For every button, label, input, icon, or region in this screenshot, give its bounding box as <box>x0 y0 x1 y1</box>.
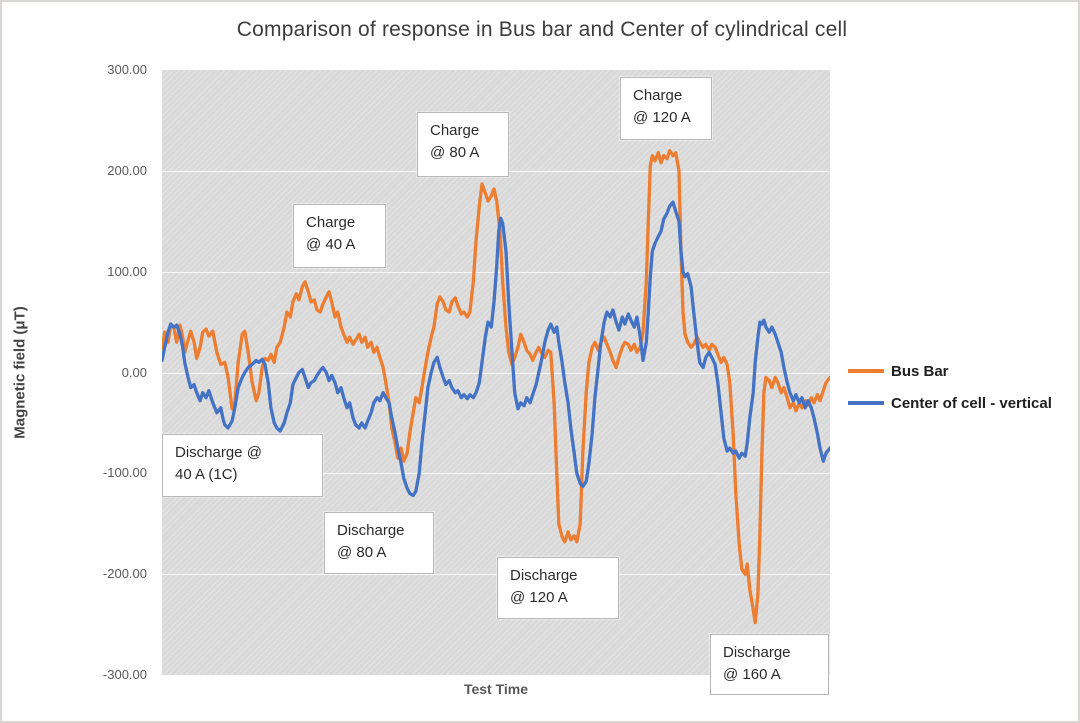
gridline <box>162 372 830 374</box>
y-tick-label: 100.00 <box>107 263 147 279</box>
annotation-text-line: 40 A (1C) <box>175 465 238 483</box>
annotation-text-line: Discharge @ <box>175 444 262 461</box>
y-tick-label: 300.00 <box>107 62 147 77</box>
annotation-charge-40a: Charge @ 40 A <box>293 204 386 268</box>
y-tick-label: -100.00 <box>102 465 147 481</box>
annotation-charge-80a: Charge @ 80 A <box>417 112 509 177</box>
annotation-text-line: Discharge <box>510 567 578 584</box>
legend-item: Center of cell - vertical <box>848 390 1052 416</box>
annotation-text-line: Charge <box>306 214 356 231</box>
y-axis-title: Magnetic field (μT) <box>11 306 29 439</box>
annotation-text-line: @ 120 A <box>633 108 691 126</box>
y-tick-label: -200.00 <box>102 566 147 582</box>
legend-line-swatch <box>848 401 884 405</box>
legend: Bus Bar Center of cell - vertical <box>848 358 1052 422</box>
annotation-text-line: Discharge <box>337 522 405 539</box>
legend-line-swatch <box>848 369 884 373</box>
y-tick-label: -300.00 <box>102 667 147 682</box>
annotation-text-line: @ 40 A <box>306 235 356 253</box>
annotation-text-line: Charge <box>430 122 480 139</box>
annotation-discharge-160a: Discharge @ 160 A <box>710 634 829 695</box>
annotation-discharge-120a: Discharge @ 120 A <box>497 557 619 619</box>
gridline <box>162 473 830 475</box>
annotation-text-line: @ 80 A <box>430 143 480 161</box>
y-tick-label: 0.00 <box>121 364 147 380</box>
y-tick-label: 200.00 <box>107 162 147 178</box>
legend-label: Center of cell - vertical <box>891 394 1052 412</box>
legend-label: Bus Bar <box>891 362 949 380</box>
chart-title: Comparison of response in Bus bar and Ce… <box>236 18 848 41</box>
annotation-text-line: Discharge <box>723 644 791 661</box>
bus-bar-line <box>162 149 830 625</box>
annotation-text-line: @ 160 A <box>723 665 781 683</box>
x-axis-title: Test Time <box>463 681 529 697</box>
gridline <box>162 574 830 576</box>
center-of-cell-vertical-line <box>162 200 830 498</box>
annotation-discharge-40a: Discharge @ 40 A (1C) <box>162 434 323 497</box>
legend-item: Bus Bar <box>848 358 1052 384</box>
annotation-text-line: Charge <box>633 87 683 104</box>
annotation-charge-120a: Charge @ 120 A <box>620 77 712 140</box>
series-plot <box>162 149 830 625</box>
annotation-text-line: @ 80 A <box>337 543 387 561</box>
annotation-discharge-80a: Discharge @ 80 A <box>324 512 434 574</box>
annotation-text-line: @ 120 A <box>510 588 568 606</box>
